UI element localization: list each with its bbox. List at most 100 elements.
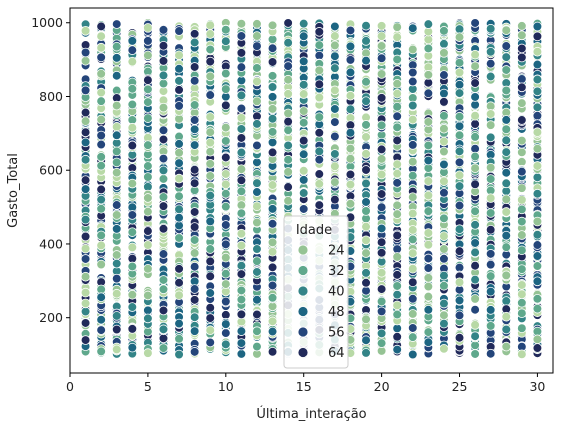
data-point <box>454 170 465 181</box>
data-point <box>111 224 122 234</box>
data-point <box>80 116 91 126</box>
data-point <box>439 70 449 80</box>
data-point <box>330 161 340 172</box>
data-point <box>345 41 356 52</box>
data-point <box>501 65 512 75</box>
data-point <box>392 289 402 300</box>
data-point <box>80 243 91 254</box>
data-point <box>330 85 340 96</box>
data-point <box>485 23 496 34</box>
y-tick-label: 800 <box>39 89 63 104</box>
data-point <box>252 267 262 277</box>
data-point <box>517 183 527 193</box>
data-point <box>267 262 278 273</box>
data-point <box>236 62 247 72</box>
data-point <box>96 42 106 53</box>
data-point <box>314 127 325 138</box>
data-point <box>314 79 325 90</box>
data-point <box>454 157 465 168</box>
data-point <box>267 113 278 124</box>
data-point <box>96 87 106 98</box>
data-point <box>345 153 356 164</box>
data-point <box>189 124 200 135</box>
data-point <box>80 231 91 242</box>
data-point <box>439 136 449 147</box>
data-point <box>423 19 434 29</box>
data-point <box>127 227 138 237</box>
data-point <box>111 167 122 178</box>
data-point <box>532 188 543 199</box>
data-point <box>501 311 512 322</box>
data-point <box>205 313 216 323</box>
data-point <box>376 296 387 307</box>
data-point <box>454 57 465 68</box>
data-point <box>501 270 512 281</box>
data-point <box>392 281 402 291</box>
data-point <box>361 268 371 278</box>
data-point <box>345 169 356 180</box>
data-point <box>174 191 184 201</box>
data-point <box>517 323 527 334</box>
data-point <box>267 180 278 190</box>
data-point <box>111 210 122 220</box>
data-point <box>205 56 216 67</box>
data-point <box>127 210 138 220</box>
data-point <box>283 140 293 151</box>
data-point <box>439 213 449 224</box>
data-point <box>80 214 91 225</box>
data-point <box>454 111 465 122</box>
data-point <box>517 135 527 146</box>
data-point <box>127 302 138 312</box>
data-point <box>470 206 480 217</box>
data-point <box>189 164 200 175</box>
data-point <box>174 333 184 344</box>
data-point <box>345 199 356 209</box>
data-point <box>423 190 434 201</box>
data-point <box>454 332 465 343</box>
data-point <box>392 178 402 188</box>
data-point <box>80 25 91 36</box>
data-point <box>158 165 169 176</box>
data-point <box>345 55 356 65</box>
data-point <box>143 50 153 61</box>
data-point <box>80 107 91 118</box>
data-point <box>111 273 122 284</box>
x-tick-label: 10 <box>218 379 234 394</box>
data-point <box>267 57 278 67</box>
data-point <box>470 349 480 359</box>
data-point <box>407 234 418 245</box>
data-point <box>407 277 418 288</box>
data-point <box>423 206 434 216</box>
data-point <box>189 62 200 72</box>
data-point <box>158 249 169 259</box>
data-point <box>283 108 293 119</box>
data-point <box>80 254 91 264</box>
data-point <box>532 293 543 304</box>
point-column <box>501 19 512 357</box>
data-point <box>205 71 216 82</box>
point-column <box>252 18 262 359</box>
data-point <box>252 96 262 107</box>
x-tick-label: 15 <box>296 379 312 394</box>
data-point <box>221 100 231 111</box>
data-point <box>501 41 512 51</box>
point-column <box>376 21 387 356</box>
data-point <box>80 175 91 185</box>
data-point <box>298 56 309 67</box>
data-point <box>454 277 465 288</box>
data-point <box>221 136 231 146</box>
data-point <box>439 343 449 354</box>
data-point <box>127 36 138 46</box>
data-point <box>221 319 231 329</box>
data-point <box>470 163 480 174</box>
data-point <box>96 292 106 303</box>
data-point <box>532 276 543 287</box>
data-point <box>345 67 356 78</box>
legend-label: 40 <box>328 285 345 300</box>
data-point <box>158 333 169 344</box>
data-point <box>361 221 371 232</box>
data-point <box>454 295 465 306</box>
data-point <box>361 36 371 46</box>
data-point <box>189 222 200 232</box>
data-point <box>205 112 216 122</box>
